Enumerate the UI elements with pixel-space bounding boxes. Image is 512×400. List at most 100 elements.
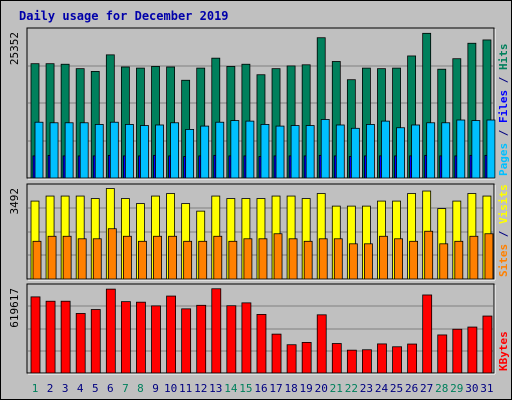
bar-pages-day-23 (366, 124, 375, 179)
bar-sites-day-13 (213, 235, 223, 280)
bar-kbytes-day-23 (362, 349, 372, 374)
bar-kbytes-day-15 (241, 302, 252, 374)
bar-pages-day-9 (155, 124, 164, 179)
bar-pages-day-15 (245, 120, 255, 179)
bar-kbytes-day-11 (181, 308, 192, 374)
bar-kbytes-day-3 (60, 300, 71, 374)
x-tick-label: 11 (179, 382, 192, 395)
x-tick-label: 27 (420, 382, 433, 395)
bar-kbytes-day-27 (422, 294, 433, 374)
bar-sites-day-30 (469, 235, 479, 280)
bar-pages-day-22 (350, 127, 360, 179)
x-tick-label: 22 (345, 382, 358, 395)
legend-entry: Pages (497, 143, 510, 176)
x-tick-label: 21 (330, 382, 343, 395)
legend-kbytes: KBytes (497, 331, 510, 371)
chart-title: Daily usage for December 2019 (19, 9, 229, 23)
bar-kbytes-day-17 (271, 333, 282, 374)
x-tick-label: 26 (405, 382, 418, 395)
bar-pages-day-11 (185, 129, 195, 179)
bar-kbytes-day-29 (452, 328, 463, 374)
bar-kbytes-day-14 (226, 305, 237, 374)
bar-kbytes-day-10 (166, 295, 176, 374)
max-label-visits_sites: 3492 (8, 188, 21, 215)
bar-sites-day-26 (409, 240, 419, 280)
bar-pages-day-12 (200, 125, 210, 179)
x-tick-label: 31 (480, 382, 493, 395)
bar-kbytes-day-18 (286, 344, 297, 374)
bar-sites-day-8 (138, 240, 147, 280)
bar-pages-day-17 (275, 125, 285, 179)
x-tick-label: 14 (224, 382, 238, 395)
x-tick-label: 12 (194, 382, 207, 395)
max-label-hits_files_pages: 25352 (8, 32, 21, 65)
bar-sites-day-6 (107, 228, 117, 280)
legend-entry: Hits (497, 44, 510, 71)
x-tick-label: 15 (239, 382, 252, 395)
bar-pages-day-6 (109, 121, 119, 179)
bar-pages-day-21 (335, 124, 345, 179)
bar-kbytes-day-16 (256, 314, 267, 374)
x-tick-label: 6 (107, 382, 114, 395)
x-tick-label: 18 (284, 382, 297, 395)
max-label-kbytes: 619617 (8, 288, 21, 328)
bar-sites-day-11 (183, 240, 193, 280)
bar-pages-day-1 (34, 121, 44, 179)
bar-kbytes-day-24 (377, 343, 387, 374)
bar-kbytes-day-22 (346, 349, 357, 374)
bar-pages-day-13 (215, 121, 225, 179)
bar-pages-day-31 (486, 119, 496, 179)
legend-entry: Sites (497, 244, 510, 277)
bar-sites-day-12 (198, 240, 208, 280)
legend-entry: Files (497, 90, 510, 123)
bar-pages-day-19 (305, 125, 315, 179)
bar-pages-day-7 (124, 124, 134, 179)
bar-sites-day-5 (92, 238, 102, 280)
bar-sites-day-4 (77, 238, 87, 280)
bar-pages-day-16 (260, 124, 270, 179)
x-tick-label: 3 (62, 382, 69, 395)
x-tick-label: 9 (152, 382, 159, 395)
bar-pages-day-27 (426, 122, 436, 179)
bar-sites-day-17 (273, 233, 283, 280)
legend-visits_sites: Sites / Visits (497, 184, 510, 277)
bar-sites-day-21 (333, 238, 343, 280)
legend-entry: KBytes (497, 331, 510, 371)
bar-sites-day-1 (32, 240, 42, 280)
bar-kbytes-day-5 (90, 309, 101, 374)
bar-kbytes-day-13 (211, 288, 222, 374)
bar-kbytes-day-31 (482, 315, 493, 374)
bar-sites-day-31 (484, 233, 494, 280)
bar-kbytes-day-2 (45, 300, 56, 374)
bar-kbytes-day-28 (437, 334, 448, 374)
bar-sites-day-7 (122, 235, 132, 280)
bar-sites-day-19 (303, 240, 313, 280)
bar-pages-day-30 (471, 120, 481, 179)
bar-pages-day-2 (49, 122, 59, 179)
bar-kbytes-day-20 (316, 314, 327, 374)
bar-sites-day-18 (288, 238, 298, 280)
x-tick-label: 24 (375, 382, 389, 395)
bar-pages-day-26 (411, 124, 421, 179)
x-tick-label: 17 (269, 382, 282, 395)
x-tick-label: 28 (435, 382, 448, 395)
bar-sites-day-22 (348, 243, 358, 280)
bar-kbytes-day-25 (392, 346, 402, 374)
bar-sites-day-14 (228, 240, 238, 280)
x-tick-label: 8 (137, 382, 144, 395)
x-tick-label: 19 (300, 382, 313, 395)
bar-pages-day-20 (320, 119, 330, 179)
bar-sites-day-29 (454, 240, 464, 280)
x-tick-label: 10 (164, 382, 177, 395)
x-tick-label: 20 (315, 382, 328, 395)
bar-sites-day-9 (153, 235, 162, 280)
bar-kbytes-day-9 (151, 305, 161, 374)
x-tick-label: 29 (450, 382, 463, 395)
bar-pages-day-4 (79, 122, 89, 179)
bar-pages-day-10 (170, 122, 179, 179)
bar-pages-day-3 (64, 122, 74, 179)
bar-pages-day-24 (381, 120, 390, 179)
bar-pages-day-5 (94, 124, 104, 179)
bar-sites-day-20 (318, 238, 328, 280)
